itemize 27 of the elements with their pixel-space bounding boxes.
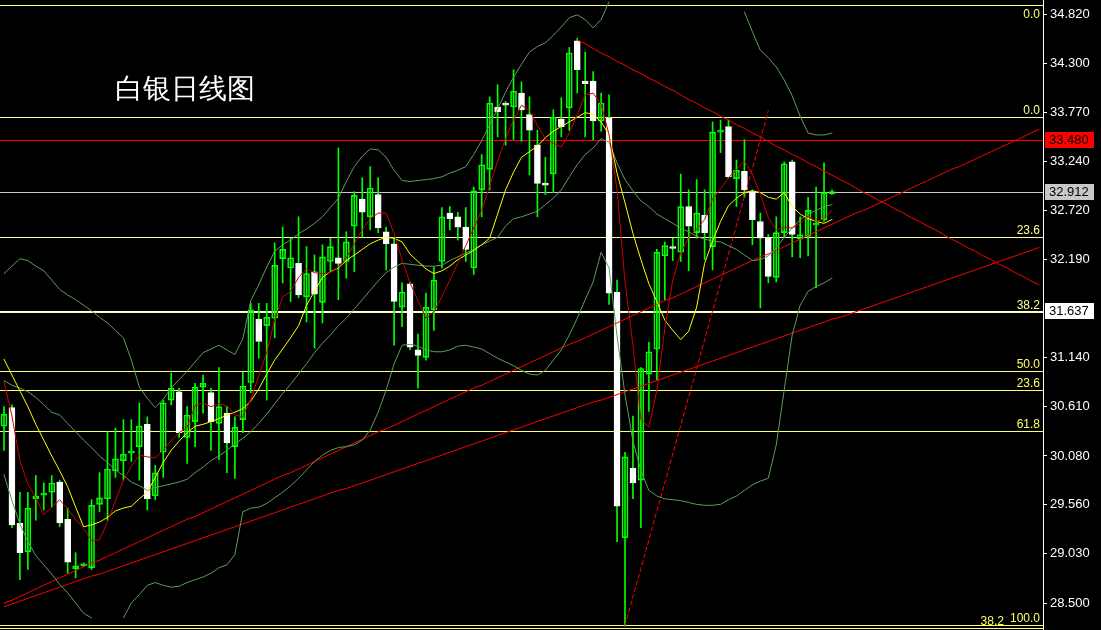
annotation: 100.0: [1009, 611, 1041, 626]
candlestick: [557, 97, 565, 138]
text: 白银日线图: [115, 72, 255, 106]
annotation: 0.0: [1023, 103, 1041, 118]
annotation: 61.8: [1016, 416, 1041, 431]
annotation: 23.6: [1016, 375, 1041, 390]
annotation: 0.0: [1023, 6, 1041, 21]
y-tick-label: 33.240: [1050, 153, 1090, 169]
y-tick-label: 29.560: [1050, 495, 1090, 511]
y-tick-label: 31.140: [1050, 348, 1090, 364]
annotation: 50.0: [1016, 357, 1041, 372]
annotation: 38.2: [980, 614, 1005, 629]
ref-line-label: 33.480: [1049, 132, 1089, 148]
ref-line-label: 32.912: [1049, 184, 1089, 200]
y-tick-label: 32.720: [1050, 201, 1090, 217]
y-tick-label: 33.770: [1050, 104, 1090, 120]
annotation: 23.6: [1016, 223, 1041, 238]
y-tick-label: 30.610: [1050, 398, 1090, 414]
y-tick-label: 30.080: [1050, 447, 1090, 463]
y-tick-label: 32.190: [1050, 251, 1090, 267]
y-tick-label: 34.820: [1050, 6, 1090, 22]
y-tick-label: 28.500: [1050, 594, 1090, 610]
y-tick-label: 29.030: [1050, 545, 1090, 561]
ref-line-label: 31.637: [1049, 303, 1089, 319]
annotation: 38.2: [1016, 297, 1041, 312]
y-tick-label: 34.300: [1050, 54, 1090, 70]
candlestick: [669, 237, 677, 261]
